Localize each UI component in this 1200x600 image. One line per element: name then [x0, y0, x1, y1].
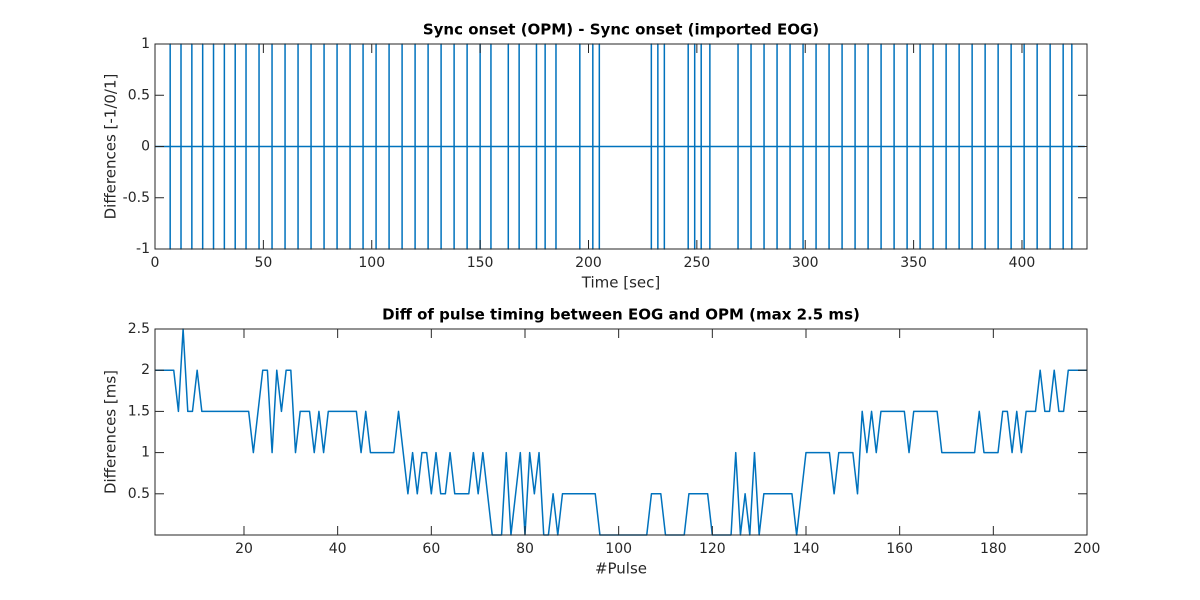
axes-box: [154, 328, 1088, 536]
x-tick-label: 180: [980, 541, 1007, 557]
x-tick-label: 300: [792, 255, 819, 271]
chart-title: Diff of pulse timing between EOG and OPM…: [382, 306, 860, 324]
x-tick-label: 140: [793, 541, 820, 557]
y-tick-label: 2: [141, 362, 150, 378]
x-tick-label: 20: [235, 541, 253, 557]
x-tick-label: 40: [329, 541, 347, 557]
y-tick-label: 2.5: [128, 321, 150, 337]
y-tick-label: 0.5: [128, 486, 150, 502]
y-axis-label: Differences [ms]: [102, 370, 120, 494]
x-tick-label: 120: [699, 541, 726, 557]
y-tick-label: -1: [136, 241, 150, 257]
x-tick-label: 200: [575, 255, 602, 271]
x-tick-label: 80: [516, 541, 534, 557]
y-tick-label: 0: [141, 139, 150, 155]
x-tick-label: 100: [605, 541, 632, 557]
y-tick-label: 1.5: [128, 403, 150, 419]
x-tick-label: 100: [358, 255, 385, 271]
y-tick-label: 0.5: [128, 87, 150, 103]
x-tick-label: 350: [900, 255, 927, 271]
x-tick-label: 50: [254, 255, 272, 271]
y-tick-label: 1: [141, 445, 150, 461]
x-tick-label: 60: [422, 541, 440, 557]
y-axis-label: Differences [-1/0/1]: [102, 74, 120, 220]
x-tick-label: 250: [683, 255, 710, 271]
x-axis-label: #Pulse: [595, 560, 647, 578]
chart-title: Sync onset (OPM) - Sync onset (imported …: [423, 21, 819, 39]
x-tick-label: 400: [1009, 255, 1036, 271]
plot-area: [155, 329, 1087, 535]
x-tick-label: 150: [467, 255, 494, 271]
x-axis-label: Time [sec]: [581, 274, 660, 292]
data-line: [155, 43, 1085, 250]
x-tick-label: 0: [151, 255, 160, 271]
y-tick-label: 1: [141, 36, 150, 52]
y-tick-label: -0.5: [123, 190, 150, 206]
x-tick-label: 200: [1074, 541, 1101, 557]
x-tick-label: 160: [886, 541, 913, 557]
